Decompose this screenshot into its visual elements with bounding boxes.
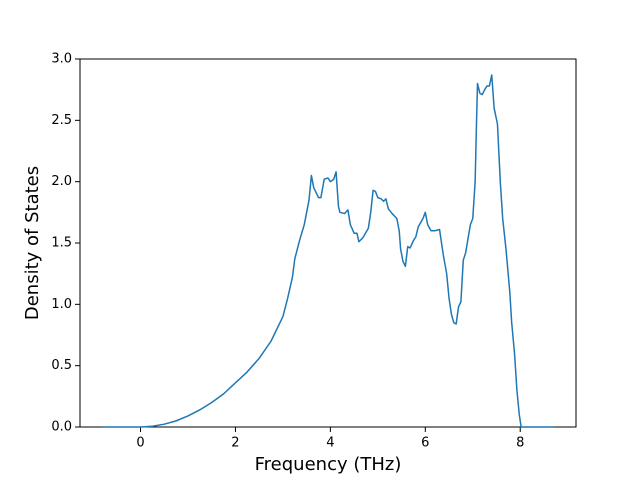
x-tick-label: 6: [421, 436, 429, 451]
y-tick-label: 1.5: [51, 236, 72, 251]
y-axis-label: Density of States: [22, 166, 43, 320]
y-tick-label: 2.5: [51, 113, 72, 128]
y-tick-label: 0.0: [51, 420, 72, 435]
x-tick-label: 4: [326, 436, 334, 451]
line-series: [102, 74, 554, 428]
y-tick-label: 3.0: [51, 52, 72, 67]
x-tick-label: 0: [136, 436, 144, 451]
plot-frame: [79, 58, 577, 428]
x-tick-label: 8: [516, 436, 524, 451]
y-tick-label: 0.5: [51, 358, 72, 373]
x-axis-label: Frequency (THz): [255, 454, 402, 475]
y-tick-label: 1.0: [51, 297, 72, 312]
x-tick-label: 2: [231, 436, 239, 451]
y-tick-label: 2.0: [51, 174, 72, 189]
